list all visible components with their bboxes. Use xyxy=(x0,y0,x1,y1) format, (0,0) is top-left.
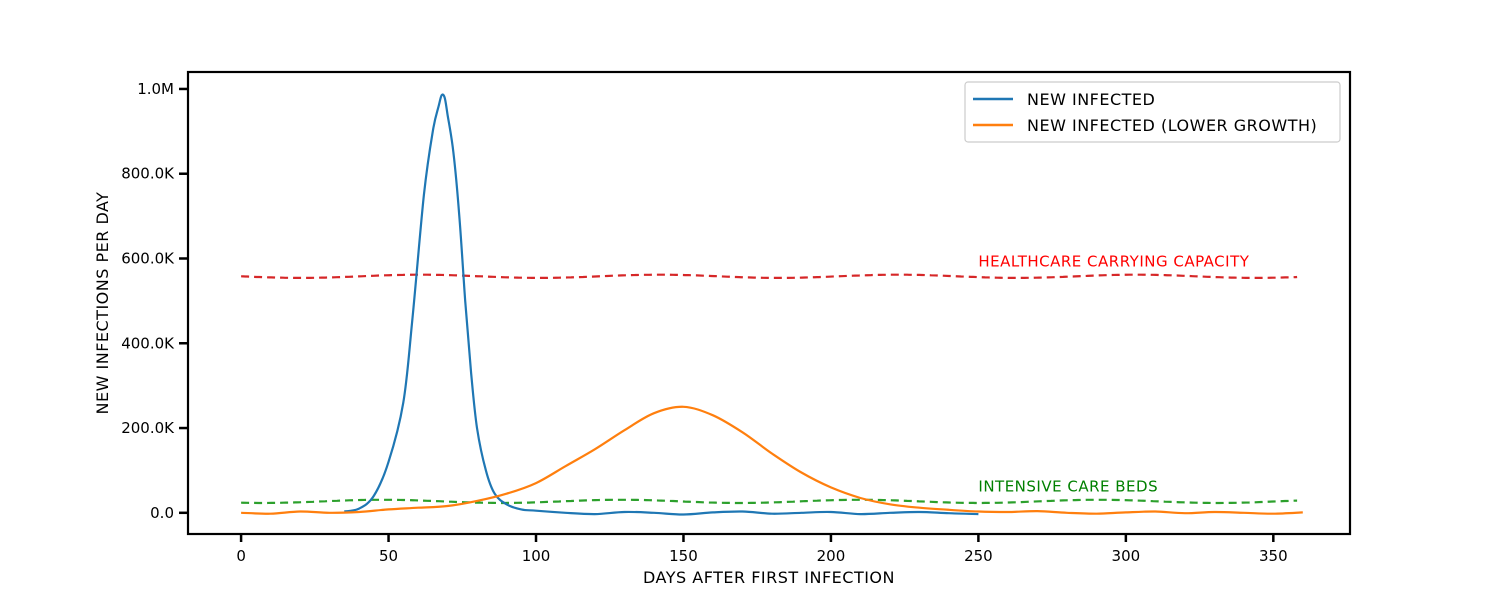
x-tick-label: 150 xyxy=(669,547,698,565)
reference-line-label-1: INTENSIVE CARE BEDS xyxy=(978,477,1158,495)
y-tick-label: 0.0 xyxy=(150,504,174,522)
y-axis: 0.0 200.0K 400.0K 600.0K 800.0K 1.0M xyxy=(121,80,188,522)
y-tick-label: 200.0K xyxy=(121,419,175,437)
x-tick-label: 50 xyxy=(379,547,398,565)
x-tick-label: 100 xyxy=(522,547,551,565)
legend-label-1: NEW INFECTED (LOWER GROWTH) xyxy=(1027,116,1317,135)
reference-line-1 xyxy=(241,498,1298,505)
x-axis: 0 50 100 150 200 250 300 350 xyxy=(236,534,1288,565)
y-tick-label: 800.0K xyxy=(121,165,175,183)
series-line-0 xyxy=(344,93,979,516)
legend: NEW INFECTED NEW INFECTED (LOWER GROWTH) xyxy=(964,81,1341,143)
y-tick-label: 600.0K xyxy=(121,249,175,267)
reference-line-0 xyxy=(241,273,1298,280)
y-tick-label: 400.0K xyxy=(121,334,175,352)
x-tick-label: 0 xyxy=(236,547,246,565)
legend-label-0: NEW INFECTED xyxy=(1027,90,1155,109)
series-line-1 xyxy=(241,405,1303,515)
y-tick-label: 1.0M xyxy=(137,80,174,98)
x-tick-label: 350 xyxy=(1259,547,1288,565)
y-axis-label: NEW INFECTIONS PER DAY xyxy=(93,192,112,415)
x-tick-label: 300 xyxy=(1112,547,1141,565)
plot-area xyxy=(241,93,1303,516)
x-axis-label: DAYS AFTER FIRST INFECTION xyxy=(643,568,895,587)
reference-line-label-0: HEALTHCARE CARRYING CAPACITY xyxy=(978,252,1249,270)
annotations: HEALTHCARE CARRYING CAPACITY INTENSIVE CA… xyxy=(978,252,1249,495)
axes-frame xyxy=(186,70,1352,536)
legend-box xyxy=(964,81,1341,143)
x-tick-label: 200 xyxy=(817,547,846,565)
x-tick-label: 250 xyxy=(964,547,993,565)
